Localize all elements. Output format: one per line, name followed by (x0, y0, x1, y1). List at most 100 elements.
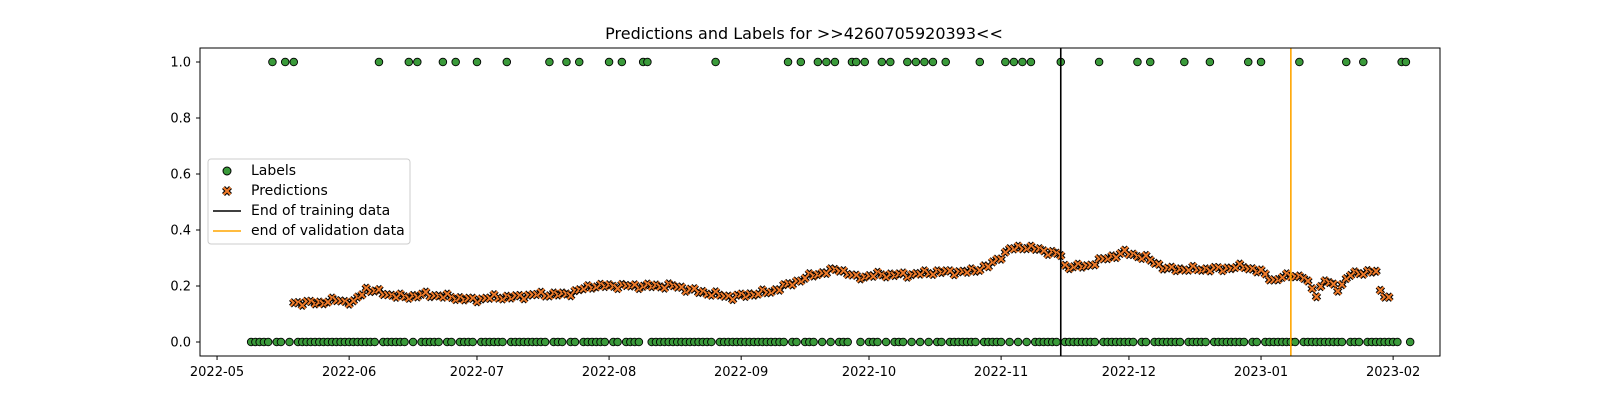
label-point (817, 337, 827, 347)
label-point (1405, 337, 1415, 347)
y-tick-label: 0.0 (170, 336, 191, 351)
y-tick-label: 0.4 (170, 224, 191, 239)
prediction-point (1328, 279, 1339, 289)
label-point (1141, 337, 1151, 347)
prediction-point (1371, 266, 1381, 276)
label-point (1133, 57, 1142, 67)
label-point (289, 57, 299, 67)
x-tick-label: 2022-09 (714, 365, 768, 380)
legend: Labels Predictions End of training data … (207, 158, 411, 245)
y-tick-label: 0.6 (170, 168, 191, 183)
label-point (540, 337, 550, 347)
label-point (413, 57, 422, 67)
label-point (920, 57, 929, 67)
x-tick-label: 2022-05 (190, 365, 244, 380)
label-point (557, 337, 567, 347)
prediction-point (531, 289, 542, 300)
prediction-point (1375, 285, 1386, 296)
x-tick-label: 2023-01 (1234, 365, 1288, 380)
label-point (374, 57, 384, 67)
label-point (1013, 337, 1023, 347)
label-point (617, 57, 627, 67)
y-axis: 0.0 0.2 0.4 0.6 0.8 1.0 (170, 56, 200, 351)
label-point (1239, 337, 1249, 347)
label-point (1090, 337, 1100, 347)
label-point (600, 337, 610, 347)
label-point (1243, 57, 1253, 67)
label-point (634, 337, 644, 347)
label-point (851, 57, 861, 67)
y-tick-label: 1.0 (170, 56, 191, 71)
prediction-point (1307, 283, 1317, 294)
label-point (562, 57, 571, 67)
chart-title: Predictions and Labels for >>42607059203… (605, 24, 1003, 43)
y-tick-label: 0.8 (170, 112, 191, 127)
label-point (1018, 57, 1027, 67)
label-point (268, 57, 277, 67)
label-point (1337, 337, 1347, 347)
legend-box (207, 158, 411, 245)
prediction-point (1384, 292, 1394, 302)
label-point (1359, 57, 1368, 67)
label-point (280, 57, 290, 67)
label-point (873, 337, 882, 347)
x-axis: 2022-05 2022-06 2022-07 2022-08 2022-09 2022-… (190, 356, 1420, 380)
label-point (1290, 337, 1300, 347)
label-point (886, 57, 895, 67)
label-point (809, 337, 818, 347)
legend-labels-text: Labels (251, 163, 296, 179)
label-point (707, 337, 716, 347)
label-point (843, 337, 852, 347)
label-point (447, 337, 456, 347)
label-point (276, 337, 286, 347)
label-point (1094, 57, 1104, 67)
label-point (903, 57, 912, 67)
label-point (1341, 57, 1351, 67)
label-point (1005, 337, 1014, 347)
label-point (643, 57, 652, 67)
label-point (472, 57, 482, 67)
label-point (1001, 57, 1010, 67)
label-point (924, 337, 933, 347)
x-tick-label: 2022-11 (974, 365, 1028, 380)
label-point (907, 337, 916, 347)
x-tick-label: 2022-08 (582, 365, 636, 380)
label-point (263, 337, 273, 347)
prediction-point (1303, 276, 1313, 286)
legend-predictions-text: Predictions (251, 183, 328, 199)
label-point (604, 57, 614, 67)
legend-validation-text: end of validation data (251, 223, 405, 239)
prediction-point (1311, 292, 1322, 302)
label-point (911, 57, 921, 67)
label-point (996, 337, 1006, 347)
label-point (1052, 337, 1061, 347)
label-point (1009, 57, 1019, 67)
plot-frame (199, 47, 1441, 357)
prediction-point (1021, 243, 1032, 254)
prediction-point (996, 254, 1006, 264)
label-point (574, 57, 584, 67)
x-tick-label: 2022-10 (842, 365, 896, 380)
label-point (928, 57, 938, 67)
label-point (877, 57, 887, 67)
label-point (711, 57, 720, 67)
legend-predictions-marker-fill (222, 186, 232, 196)
label-point (813, 57, 823, 67)
y-tick-label: 0.2 (170, 280, 191, 295)
x-tick-label: 2022-07 (450, 365, 504, 380)
plot-marks (246, 57, 1415, 347)
label-point (971, 337, 980, 347)
label-point (1252, 337, 1262, 347)
label-point (898, 337, 908, 347)
vertical-lines (1059, 48, 1292, 356)
label-point (1026, 57, 1036, 67)
label-point (498, 337, 507, 347)
label-point (408, 337, 418, 347)
prediction-point (766, 287, 776, 297)
label-point (1201, 337, 1210, 347)
label-point (830, 57, 840, 67)
label-point (570, 337, 580, 347)
x-tick-label: 2022-06 (322, 365, 376, 380)
label-point (915, 337, 925, 347)
label-point (1354, 337, 1364, 347)
